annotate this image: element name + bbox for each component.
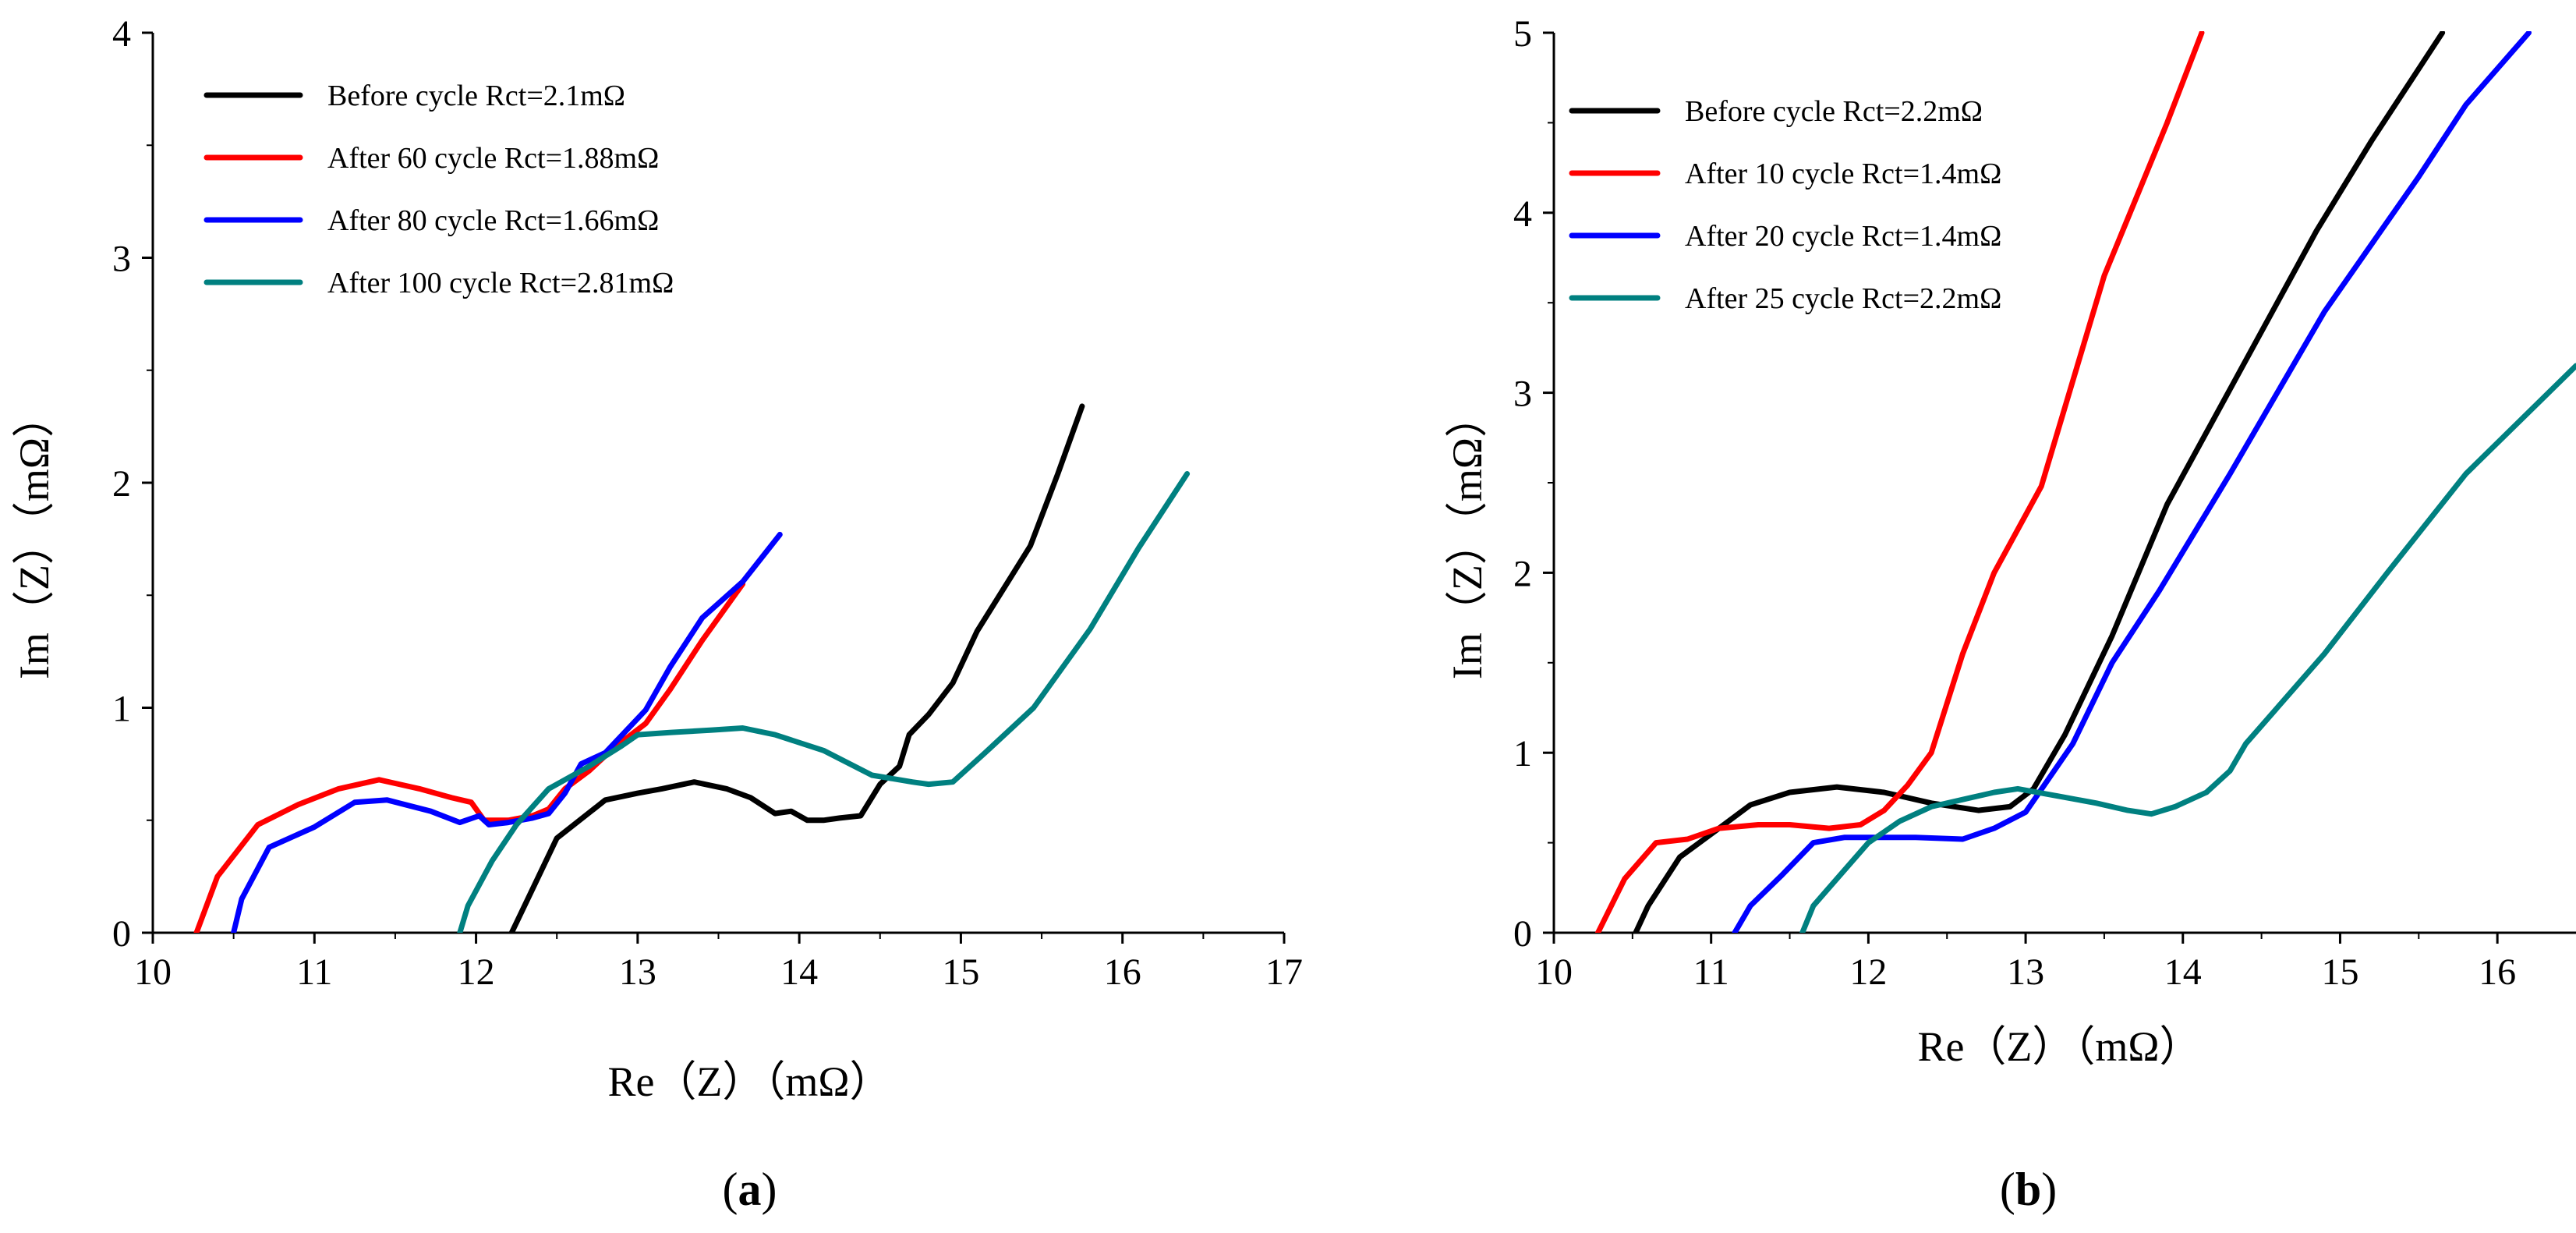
panel-label-close-paren: ) — [762, 1164, 777, 1215]
y-tick-label: 0 — [112, 913, 131, 955]
series-line-1 — [508, 403, 1085, 933]
series-group — [1595, 31, 2576, 933]
x-tick-label: 16 — [1104, 951, 1141, 993]
x-tick-label: 10 — [134, 951, 172, 993]
x-tick-label: 13 — [619, 951, 656, 993]
x-tick-label: 14 — [780, 951, 818, 993]
x-tick-label: 15 — [2321, 951, 2358, 993]
x-tick-label: 11 — [1693, 951, 1729, 993]
y-tick-label: 3 — [1513, 374, 1532, 415]
series-line-4 — [1799, 363, 2576, 933]
y-axis-label: Im（Z）（mΩ） — [1444, 395, 1491, 679]
chart-panel-a: 10 11 12 13 14 15 16 1701234Re（Z）（mΩ）Im（Z）（mΩ）B… — [11, 13, 1303, 1215]
x-axis-label: Re（Z）（mΩ） — [607, 1058, 891, 1105]
series-line-2 — [193, 581, 746, 933]
y-tick-label: 2 — [1513, 553, 1532, 594]
series-line-4 — [457, 471, 1191, 933]
y-tick-label: 4 — [1513, 193, 1532, 235]
series-group — [193, 403, 1191, 933]
legend-label-2: After 10 cycle Rct=1.4mΩ — [1685, 158, 2001, 190]
panel-label-open-paren: ( — [2000, 1164, 2015, 1215]
y-axis-label: Im（Z）（mΩ） — [11, 395, 58, 679]
legend-label-3: After 20 cycle Rct=1.4mΩ — [1685, 220, 2001, 253]
x-tick-label: 16 — [2479, 951, 2516, 993]
panel-label-letter: b — [2015, 1164, 2041, 1215]
legend-label-3: After 80 cycle Rct=1.66mΩ — [327, 204, 659, 237]
panel-label-open-paren: ( — [723, 1164, 738, 1215]
y-tick-label: 1 — [112, 689, 131, 730]
series-line-3 — [1732, 31, 2532, 933]
chart-panel-b: 10 11 12 13 14 15 16012345Re（Z）（mΩ）Im（Z）（mΩ）Be… — [1444, 13, 2576, 1215]
x-tick-label: 12 — [458, 951, 495, 993]
legend-label-4: After 100 cycle Rct=2.81mΩ — [327, 267, 674, 299]
legend-label-1: Before cycle Rct=2.2mΩ — [1685, 95, 1983, 128]
x-tick-label: 10 — [1535, 951, 1573, 993]
y-tick-label: 5 — [1513, 13, 1532, 55]
panel-label: (a) — [723, 1164, 777, 1215]
y-tick-label: 1 — [1513, 733, 1532, 774]
panel-label-letter: a — [738, 1164, 762, 1215]
y-tick-label: 3 — [112, 239, 131, 280]
y-tick-label: 4 — [112, 13, 131, 55]
panel-label: (b) — [2000, 1164, 2057, 1215]
series-line-2 — [1595, 31, 2205, 933]
legend-label-1: Before cycle Rct=2.1mΩ — [327, 80, 625, 112]
legend-label-2: After 60 cycle Rct=1.88mΩ — [327, 142, 659, 175]
y-tick-label: 2 — [112, 463, 131, 505]
series-line-3 — [231, 531, 783, 933]
y-tick-label: 0 — [1513, 913, 1532, 955]
x-tick-label: 14 — [2164, 951, 2202, 993]
x-axis-label: Re（Z）（mΩ） — [1917, 1023, 2201, 1070]
x-tick-label: 11 — [296, 951, 332, 993]
x-tick-label: 13 — [2007, 951, 2044, 993]
x-tick-label: 15 — [942, 951, 979, 993]
x-tick-label: 12 — [1849, 951, 1887, 993]
panel-label-close-paren: ) — [2041, 1164, 2057, 1215]
legend-label-4: After 25 cycle Rct=2.2mΩ — [1685, 282, 2001, 315]
x-tick-label: 17 — [1265, 951, 1303, 993]
